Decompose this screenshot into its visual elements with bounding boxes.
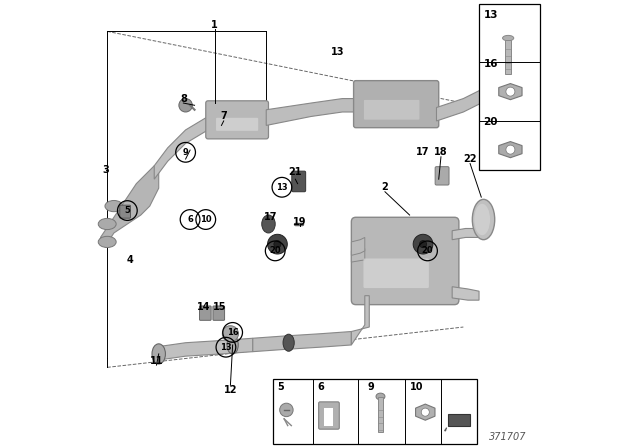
Polygon shape	[351, 249, 365, 262]
Ellipse shape	[472, 199, 495, 240]
Text: 19: 19	[293, 217, 307, 227]
Text: 22: 22	[463, 154, 477, 164]
Text: 20: 20	[422, 246, 433, 255]
Ellipse shape	[502, 35, 514, 41]
Text: 4: 4	[126, 255, 133, 265]
Bar	[273, 379, 477, 444]
Circle shape	[421, 408, 429, 416]
Text: 15: 15	[212, 302, 226, 312]
Polygon shape	[100, 166, 159, 246]
Text: 13: 13	[276, 183, 288, 192]
Text: 14: 14	[196, 302, 211, 312]
Text: 13: 13	[220, 343, 232, 352]
Text: 16: 16	[484, 59, 498, 69]
Text: 18: 18	[434, 147, 448, 157]
Circle shape	[274, 241, 281, 248]
Circle shape	[506, 145, 515, 154]
Circle shape	[413, 234, 433, 254]
FancyBboxPatch shape	[213, 306, 225, 320]
Text: 20: 20	[269, 246, 281, 255]
Bar	[448, 414, 470, 426]
Polygon shape	[452, 287, 479, 300]
Text: 13: 13	[331, 47, 345, 56]
FancyBboxPatch shape	[120, 205, 131, 218]
Text: 6: 6	[187, 215, 193, 224]
Circle shape	[506, 87, 515, 96]
Polygon shape	[351, 296, 369, 345]
Circle shape	[419, 241, 427, 248]
Text: 13: 13	[484, 10, 498, 20]
Text: 3: 3	[102, 165, 109, 175]
Ellipse shape	[227, 336, 238, 354]
Polygon shape	[253, 332, 351, 352]
Text: 5: 5	[278, 382, 284, 392]
FancyBboxPatch shape	[319, 402, 339, 429]
Ellipse shape	[99, 218, 116, 229]
Text: 21: 21	[289, 168, 302, 177]
Text: 11: 11	[150, 356, 163, 366]
Polygon shape	[452, 228, 479, 240]
Text: 2: 2	[381, 182, 388, 192]
Text: 5: 5	[124, 206, 131, 215]
Text: 9: 9	[183, 148, 188, 157]
FancyBboxPatch shape	[364, 258, 429, 288]
FancyBboxPatch shape	[353, 81, 439, 128]
Ellipse shape	[474, 204, 490, 235]
FancyBboxPatch shape	[351, 217, 459, 305]
Circle shape	[268, 234, 287, 254]
Ellipse shape	[376, 393, 385, 400]
Text: 8: 8	[180, 94, 187, 103]
Text: 10: 10	[200, 215, 212, 224]
FancyBboxPatch shape	[292, 171, 306, 192]
FancyBboxPatch shape	[435, 167, 449, 185]
FancyBboxPatch shape	[200, 306, 211, 320]
Text: 7: 7	[220, 112, 227, 121]
Polygon shape	[266, 99, 365, 125]
Bar	[506, 40, 511, 74]
Ellipse shape	[105, 201, 123, 212]
Text: 371707: 371707	[490, 432, 527, 442]
Text: 1: 1	[211, 20, 218, 30]
Polygon shape	[154, 338, 253, 361]
FancyArrowPatch shape	[445, 428, 447, 431]
Text: 17: 17	[416, 147, 430, 157]
Text: 10: 10	[410, 382, 423, 392]
Text: 6: 6	[317, 382, 324, 392]
Text: 17: 17	[264, 212, 278, 222]
Text: 9: 9	[367, 382, 374, 392]
Bar	[324, 408, 333, 426]
FancyBboxPatch shape	[216, 118, 258, 131]
Text: 20: 20	[484, 117, 498, 127]
Text: 12: 12	[223, 385, 237, 395]
Circle shape	[280, 403, 293, 417]
Polygon shape	[351, 237, 365, 255]
Circle shape	[222, 326, 239, 342]
Polygon shape	[499, 83, 522, 99]
Polygon shape	[436, 58, 513, 121]
Bar	[378, 397, 383, 432]
Ellipse shape	[262, 215, 275, 233]
Circle shape	[179, 99, 193, 112]
Polygon shape	[415, 404, 435, 420]
FancyBboxPatch shape	[206, 101, 269, 139]
Ellipse shape	[283, 334, 294, 351]
Ellipse shape	[99, 237, 116, 247]
Text: 16: 16	[227, 328, 239, 337]
Bar	[479, 4, 540, 170]
FancyBboxPatch shape	[364, 100, 419, 120]
Ellipse shape	[152, 344, 166, 364]
Polygon shape	[499, 142, 522, 158]
Polygon shape	[154, 110, 266, 179]
